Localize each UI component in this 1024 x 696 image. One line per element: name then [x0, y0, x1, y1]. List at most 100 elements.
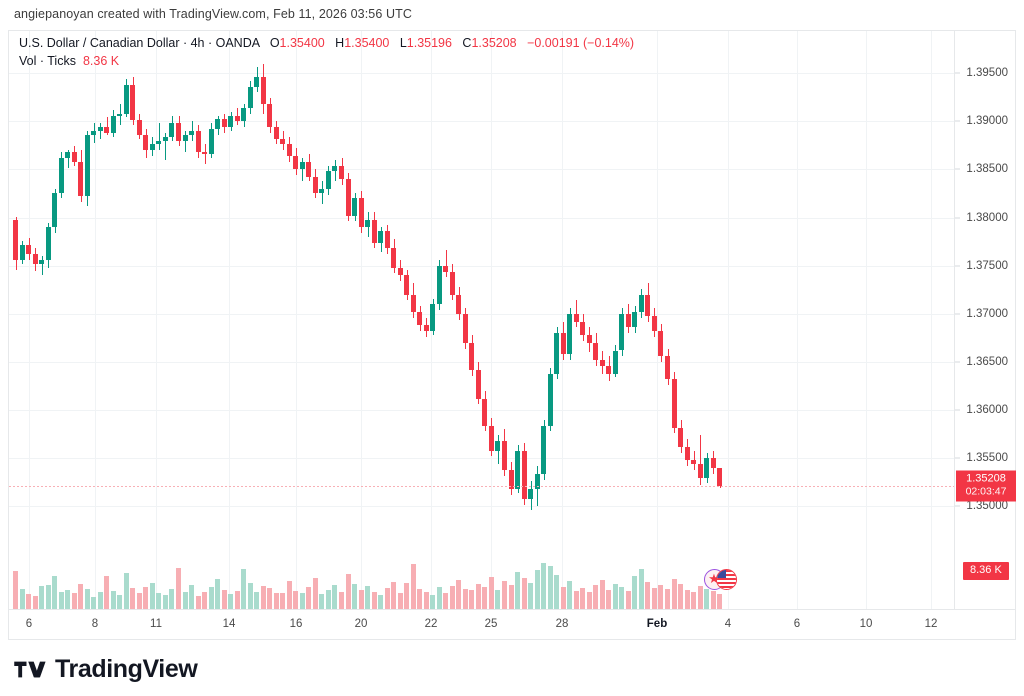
candle-body — [176, 123, 181, 141]
volume-bar — [404, 583, 409, 609]
candle-body — [574, 313, 579, 322]
time-axis-label: 25 — [484, 618, 498, 630]
candle-body — [417, 311, 422, 326]
candle-body — [150, 144, 155, 151]
candle-body — [385, 231, 390, 249]
price-axis-label: 1.35000 — [966, 500, 1008, 513]
candle-body — [645, 294, 650, 316]
candle-body — [72, 152, 77, 162]
candle-body — [156, 140, 161, 145]
price-axis-label: 1.35500 — [966, 452, 1008, 465]
volume-bar — [541, 563, 546, 609]
candle-body — [600, 360, 605, 366]
price-axis-label: 1.38500 — [966, 163, 1008, 176]
candle-body — [489, 425, 494, 451]
candle-body — [619, 313, 624, 351]
gridline-vertical — [728, 31, 729, 609]
time-axis-label: 4 — [724, 618, 732, 630]
volume-bar — [639, 569, 644, 609]
candle-body — [482, 398, 487, 426]
volume-bar — [554, 574, 559, 609]
legend-volume-value: 8.36 K — [82, 54, 120, 68]
volume-bar — [13, 570, 18, 609]
time-axis-label: 14 — [222, 618, 236, 630]
volume-bar — [528, 582, 533, 609]
volume-bar — [293, 590, 298, 609]
volume-bar — [711, 590, 716, 609]
volume-bar — [489, 576, 494, 609]
volume-bar — [417, 589, 422, 609]
candle-body — [554, 333, 559, 374]
volume-bar — [437, 587, 442, 609]
volume-bar — [267, 588, 272, 609]
time-axis-label: Feb — [646, 618, 668, 630]
volume-bar — [658, 584, 663, 609]
candle-body — [378, 231, 383, 243]
candle-body — [300, 161, 305, 170]
candle-wick — [159, 123, 160, 151]
gridline-vertical — [95, 31, 96, 609]
volume-bar — [26, 593, 31, 609]
volume-bar — [104, 576, 109, 609]
legend-high-key: H — [335, 36, 345, 50]
volume-bar — [391, 582, 396, 609]
time-axis[interactable]: 6 8 11 14 16 20 22 25 28 Feb 4 6 10 12 — [9, 609, 1015, 639]
volume-bar — [339, 591, 344, 609]
volume-bar — [424, 592, 429, 609]
volume-bar — [365, 586, 370, 609]
candle-body — [85, 134, 90, 197]
candle-body — [59, 157, 64, 193]
legend-close-key: C — [462, 36, 472, 50]
volume-bar — [385, 588, 390, 609]
volume-bar — [313, 578, 318, 609]
volume-bar — [332, 584, 337, 609]
volume-bar — [300, 593, 305, 609]
volume-bar — [502, 581, 507, 609]
volume-bar — [580, 588, 585, 609]
candle-body — [78, 161, 83, 197]
volume-bar — [137, 593, 142, 609]
price-axis-label: 1.39000 — [966, 115, 1008, 128]
volume-bar — [20, 588, 25, 609]
volume-bar — [509, 585, 514, 609]
candle-wick — [185, 130, 186, 153]
candle-body — [522, 450, 527, 499]
volume-bar — [482, 586, 487, 609]
gridline-horizontal — [9, 121, 954, 122]
candle-wick — [42, 256, 43, 276]
price-axis[interactable]: 1.39500 1.39000 1.38500 1.38000 1.37500 1.370… — [954, 31, 1016, 609]
candle-body — [665, 356, 670, 380]
volume-bar — [111, 590, 116, 609]
gridline-vertical — [296, 31, 297, 609]
gridline-vertical — [931, 31, 932, 609]
chart-plot-area[interactable]: ★ — [9, 31, 954, 609]
volume-bar — [65, 589, 70, 609]
candle-body — [469, 342, 474, 370]
volume-bar — [600, 580, 605, 609]
candle-body — [91, 130, 96, 135]
time-axis-label: 6 — [25, 618, 33, 630]
time-axis-label: 10 — [859, 618, 873, 630]
volume-bar — [535, 570, 540, 609]
candle-body — [430, 304, 435, 332]
candle-body — [704, 458, 709, 478]
price-axis-tick — [955, 361, 960, 363]
gridline-vertical — [657, 31, 658, 609]
candle-body — [678, 427, 683, 447]
tradingview-logo-icon — [14, 661, 46, 678]
volume-bar — [704, 589, 709, 609]
price-axis-tick — [955, 409, 960, 411]
bar-countdown: 02:03:47 — [965, 485, 1007, 498]
price-axis-tick — [955, 457, 960, 459]
candle-body — [606, 365, 611, 374]
volume-bar — [326, 589, 331, 609]
volume-value-badge[interactable]: 8.36 K — [963, 562, 1009, 580]
volume-bar — [548, 566, 553, 609]
candle-wick — [107, 117, 108, 135]
candle-body — [202, 152, 207, 155]
candle-body — [313, 177, 318, 193]
last-price-badge[interactable]: 1.35208 02:03:47 — [956, 470, 1016, 502]
legend-volume-row: Vol · Ticks 8.36 K — [19, 53, 634, 69]
volume-bar — [156, 593, 161, 609]
volume-bar — [46, 585, 51, 609]
